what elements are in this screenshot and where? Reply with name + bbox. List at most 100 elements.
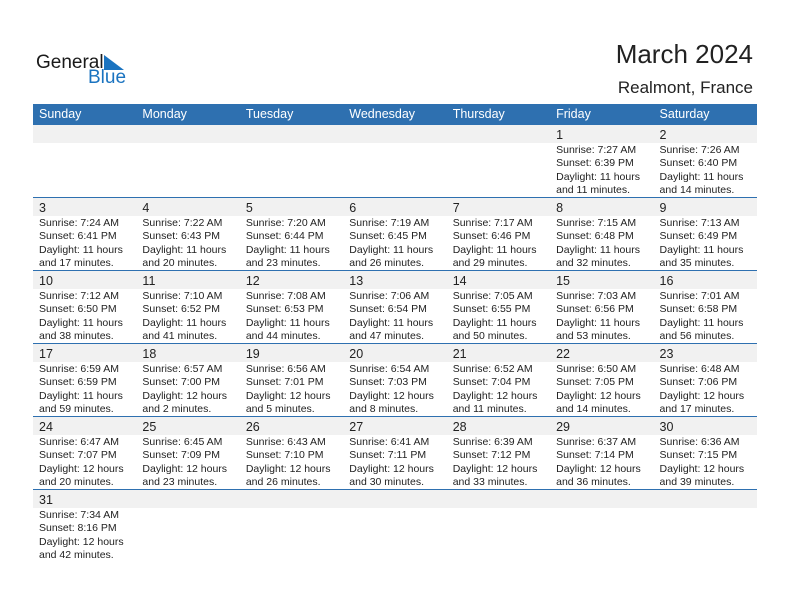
daylight: Daylight: 11 hours (39, 243, 123, 256)
sunrise: Sunrise: 6:37 AM (556, 436, 637, 448)
logo-text-blue: Blue (88, 67, 127, 88)
empty-cell (136, 125, 239, 197)
sunset: Sunset: 7:15 PM (659, 449, 738, 462)
daylight: Daylight: 12 hours (142, 462, 228, 475)
day-number: 15 (556, 274, 571, 288)
sunrise: Sunrise: 7:20 AM (245, 217, 326, 229)
weekday-wednesday: Wednesday (349, 107, 416, 121)
daylight-minutes: and 2 minutes. (142, 403, 212, 416)
sunset: Sunset: 6:59 PM (39, 376, 117, 389)
day-cell: 2 Sunrise: 7:26 AM Sunset: 6:40 PM Daylight… (654, 125, 757, 197)
daylight: Daylight: 12 hours (349, 462, 434, 475)
daylight-minutes: and 20 minutes. (142, 257, 218, 270)
sunset: Sunset: 6:44 PM (245, 230, 324, 243)
daylight-minutes: and 29 minutes. (452, 257, 528, 270)
empty-cell (654, 490, 757, 562)
sunset: Sunset: 7:10 PM (245, 449, 324, 462)
week-row: 24 Sunrise: 6:47 AM Sunset: 7:07 PM Dayligh… (33, 417, 757, 490)
day-number: 7 (452, 201, 460, 215)
day-number: 2 (659, 128, 667, 142)
sunrise: Sunrise: 6:56 AM (245, 363, 326, 375)
daylight: Daylight: 11 hours (142, 316, 227, 329)
daylight-minutes: and 53 minutes. (556, 330, 631, 343)
day-cell: 16 Sunrise: 7:01 AM Sunset: 6:58 PM Dayligh… (654, 271, 757, 343)
daylight-minutes: and 26 minutes. (245, 476, 321, 489)
day-number: 28 (452, 420, 467, 434)
daylight: Daylight: 11 hours (659, 316, 744, 329)
sunrise: Sunrise: 6:48 AM (659, 363, 740, 375)
empty-cell (136, 490, 239, 562)
calendar-grid: Sunday Monday Tuesday Wednesday Thursday Frid… (33, 104, 757, 562)
empty-cell (343, 125, 446, 197)
sunrise: Sunrise: 7:26 AM (659, 144, 740, 156)
day-cell: 5 Sunrise: 7:20 AM Sunset: 6:44 PM Daylight… (240, 198, 343, 270)
day-cell: 15 Sunrise: 7:03 AM Sunset: 6:56 PM Dayligh… (550, 271, 653, 343)
weekday-thursday: Thursday (452, 107, 505, 121)
daylight: Daylight: 12 hours (659, 462, 745, 475)
sunrise: Sunrise: 6:43 AM (245, 436, 326, 448)
day-number: 26 (245, 420, 260, 434)
daylight: Daylight: 12 hours (142, 389, 228, 402)
sunset: Sunset: 6:49 PM (659, 230, 738, 243)
sunset: Sunset: 7:04 PM (452, 376, 531, 389)
empty-cell (447, 490, 550, 562)
daylight: Daylight: 11 hours (452, 316, 537, 329)
sunset: Sunset: 6:40 PM (659, 157, 738, 170)
daylight: Daylight: 12 hours (659, 389, 745, 402)
sunset: Sunset: 7:07 PM (39, 449, 117, 462)
sunset: Sunset: 6:54 PM (349, 303, 427, 316)
day-number: 10 (39, 274, 53, 288)
day-number: 24 (39, 420, 53, 434)
day-number: 18 (142, 347, 157, 361)
sunset: Sunset: 6:58 PM (659, 303, 738, 316)
sunset: Sunset: 6:48 PM (556, 230, 634, 243)
logo-text-general: General (36, 52, 104, 73)
day-cell: 23 Sunrise: 6:48 AM Sunset: 7:06 PM Dayligh… (654, 344, 757, 416)
sunset: Sunset: 6:39 PM (556, 157, 634, 170)
day-number: 3 (39, 201, 46, 215)
daylight: Daylight: 12 hours (452, 462, 538, 475)
day-cell: 1 Sunrise: 7:27 AM Sunset: 6:39 PM Daylight… (550, 125, 653, 197)
daylight: Daylight: 12 hours (556, 389, 641, 402)
daylight: Daylight: 11 hours (245, 243, 330, 256)
page-title: March 2024 (615, 39, 753, 69)
daylight: Daylight: 12 hours (39, 462, 124, 475)
daylight-minutes: and 42 minutes. (39, 549, 114, 562)
weeks: 1 Sunrise: 7:27 AM Sunset: 6:39 PM Daylight… (33, 125, 757, 562)
day-number: 14 (452, 274, 467, 288)
daylight-minutes: and 50 minutes. (452, 330, 528, 343)
day-cell: 9 Sunrise: 7:13 AM Sunset: 6:49 PM Daylight… (654, 198, 757, 270)
daylight: Daylight: 11 hours (349, 243, 434, 256)
day-cell: 31 Sunrise: 7:34 AM Sunset: 8:16 PM Dayligh… (33, 490, 136, 562)
day-number: 23 (659, 347, 674, 361)
daylight: Daylight: 11 hours (556, 170, 640, 183)
sunrise: Sunrise: 6:54 AM (349, 363, 430, 375)
daylight: Daylight: 12 hours (349, 389, 434, 402)
sunset: Sunset: 6:43 PM (142, 230, 221, 243)
day-number: 21 (452, 347, 467, 361)
daylight-minutes: and 47 minutes. (349, 330, 424, 343)
sunset: Sunset: 6:55 PM (452, 303, 531, 316)
sunrise: Sunrise: 7:10 AM (142, 290, 223, 302)
daylight: Daylight: 11 hours (349, 316, 434, 329)
day-cell: 7 Sunrise: 7:17 AM Sunset: 6:46 PM Daylight… (447, 198, 550, 270)
sunset: Sunset: 7:12 PM (452, 449, 531, 462)
daylight-minutes: and 33 minutes. (452, 476, 528, 489)
sunrise: Sunrise: 7:19 AM (349, 217, 430, 229)
daylight-minutes: and 30 minutes. (349, 476, 424, 489)
daylight-minutes: and 32 minutes. (556, 257, 631, 270)
daylight: Daylight: 11 hours (39, 316, 123, 329)
sunrise: Sunrise: 7:15 AM (556, 217, 637, 229)
day-cell: 25 Sunrise: 6:45 AM Sunset: 7:09 PM Dayligh… (136, 417, 239, 489)
sunrise: Sunrise: 7:08 AM (245, 290, 326, 302)
sunrise: Sunrise: 6:57 AM (142, 363, 223, 375)
day-number: 17 (39, 347, 53, 361)
sunrise: Sunrise: 7:22 AM (142, 217, 223, 229)
sunrise: Sunrise: 6:39 AM (452, 436, 533, 448)
day-cell: 14 Sunrise: 7:05 AM Sunset: 6:55 PM Dayligh… (447, 271, 550, 343)
daylight: Daylight: 12 hours (245, 462, 331, 475)
daylight: Daylight: 11 hours (556, 316, 640, 329)
weekday-friday: Friday (556, 107, 591, 121)
sunrise: Sunrise: 7:01 AM (659, 290, 740, 302)
